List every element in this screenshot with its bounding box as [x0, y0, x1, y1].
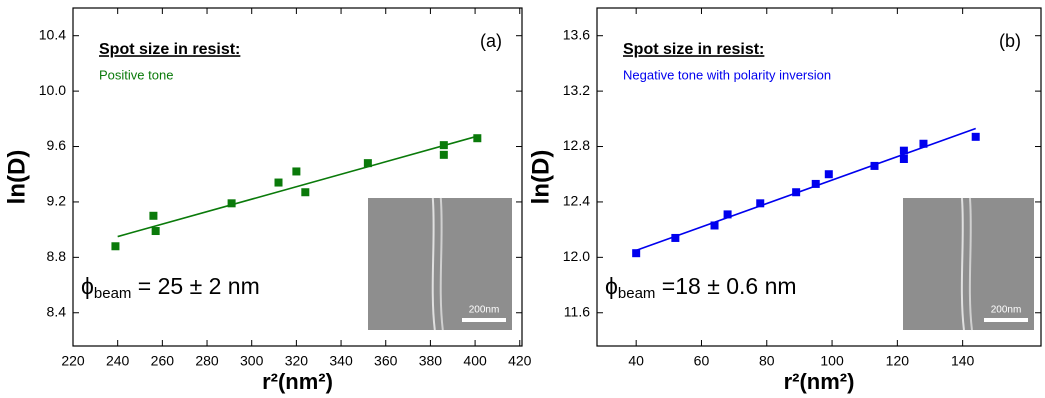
y-tick-label: 8.8: [47, 248, 67, 264]
data-point: [440, 141, 448, 149]
data-point: [632, 249, 640, 257]
formula-text: =18 ± 0.6 nm: [655, 273, 796, 299]
y-tick-label: 8.4: [47, 303, 67, 319]
x-axis-title: r²(nm²): [784, 369, 855, 394]
formula-symbol: ϕ: [81, 273, 94, 299]
data-point: [711, 221, 719, 229]
y-axis-title: ln(D): [3, 150, 30, 205]
y-tick-label: 10.4: [39, 26, 66, 42]
scale-bar: [984, 318, 1028, 322]
x-tick-label: 60: [694, 353, 710, 369]
y-tick-label: 12.0: [563, 248, 590, 264]
data-point: [972, 133, 980, 141]
y-tick-label: 9.2: [47, 193, 67, 209]
data-point: [473, 134, 481, 142]
y-tick-label: 9.6: [47, 137, 67, 153]
data-point: [900, 147, 908, 155]
x-tick-label: 120: [886, 353, 910, 369]
x-tick-label: 40: [628, 353, 644, 369]
x-tick-label: 380: [419, 353, 443, 369]
x-tick-label: 360: [374, 353, 398, 369]
y-tick-label: 12.8: [563, 137, 590, 153]
panel-label: (b): [999, 31, 1021, 51]
data-point: [756, 199, 764, 207]
data-point: [152, 227, 160, 235]
formula: ϕbeam = 25 ± 2 nm: [81, 273, 260, 302]
formula-text: = 25 ± 2 nm: [131, 273, 259, 299]
data-point: [440, 151, 448, 159]
x-tick-label: 140: [951, 353, 975, 369]
y-tick-label: 13.6: [563, 26, 590, 42]
y-tick-label: 12.4: [563, 193, 590, 209]
y-tick-label: 13.2: [563, 82, 590, 98]
data-point: [871, 162, 879, 170]
data-point: [671, 234, 679, 242]
x-tick-label: 100: [820, 353, 844, 369]
data-point: [149, 212, 157, 220]
data-point: [724, 210, 732, 218]
x-tick-label: 260: [151, 353, 175, 369]
data-point: [825, 170, 833, 178]
scale-bar: [462, 318, 506, 322]
data-point: [364, 159, 372, 167]
data-point: [275, 179, 283, 187]
formula-subscript: beam: [94, 285, 132, 302]
x-tick-label: 340: [329, 353, 353, 369]
y-tick-label: 10.0: [39, 82, 66, 98]
heading: Spot size in resist:: [623, 41, 764, 58]
y-axis-title: ln(D): [527, 150, 554, 205]
subheading: Positive tone: [99, 67, 173, 82]
x-tick-label: 80: [759, 353, 775, 369]
x-axis-title: r²(nm²): [262, 369, 333, 394]
data-point: [111, 242, 119, 250]
formula-subscript: beam: [618, 285, 656, 302]
x-tick-label: 300: [240, 353, 264, 369]
y-tick-label: 11.6: [564, 303, 590, 319]
data-point: [301, 188, 309, 196]
data-point: [900, 155, 908, 163]
x-tick-label: 240: [106, 353, 130, 369]
x-tick-label: 220: [61, 353, 85, 369]
x-tick-label: 420: [508, 353, 532, 369]
formula-symbol: ϕ: [605, 273, 618, 299]
x-tick-label: 400: [463, 353, 487, 369]
x-tick-label: 320: [285, 353, 309, 369]
subheading: Negative tone with polarity inversion: [623, 67, 831, 82]
data-point: [919, 140, 927, 148]
heading: Spot size in resist:: [99, 41, 240, 58]
data-point: [292, 167, 300, 175]
panel-label: (a): [480, 31, 502, 51]
data-point: [812, 180, 820, 188]
x-tick-label: 280: [195, 353, 219, 369]
scale-bar-label: 200nm: [991, 305, 1022, 316]
data-point: [228, 199, 236, 207]
data-point: [792, 188, 800, 196]
formula: ϕbeam =18 ± 0.6 nm: [605, 273, 797, 302]
figure: 220 240 260 280 300 320 340 360 380 400 420 8.4 8.8 9…: [0, 0, 1045, 398]
scale-bar-label: 200nm: [469, 305, 500, 316]
